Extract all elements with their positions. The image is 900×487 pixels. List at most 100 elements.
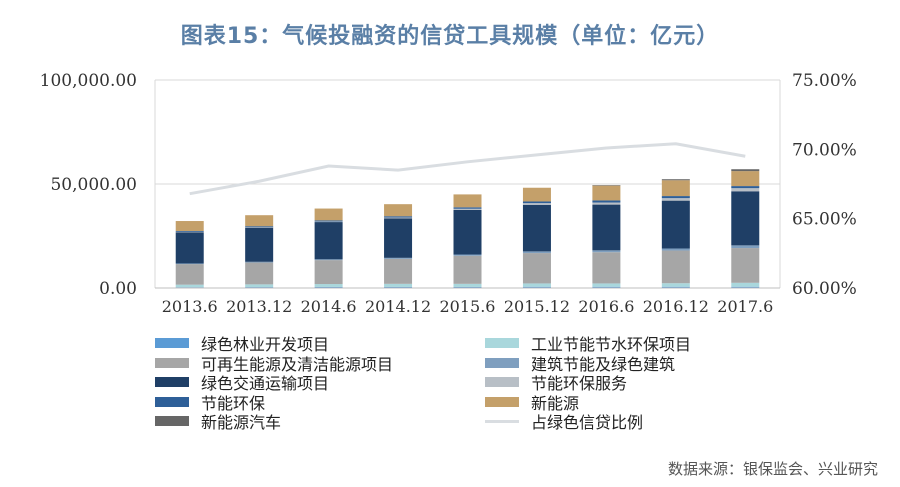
bar-segment (245, 215, 274, 227)
legend-label: 节能环保服务 (531, 374, 628, 393)
legend-swatch (485, 419, 519, 423)
bar-segment (453, 283, 482, 287)
bar-segment (314, 222, 343, 260)
x-tick-label: 2013.12 (226, 297, 292, 316)
bar-segment (453, 286, 482, 288)
bar-segment (661, 248, 690, 251)
x-axis-ticks: 2013.6 2013.12 2014.6 2014.12 2015.6 2015.12 2… (162, 297, 774, 316)
bar-segment (592, 202, 621, 205)
bar-segment (453, 210, 482, 255)
bar-segment (175, 231, 204, 232)
bar-segment (592, 286, 621, 288)
legend-item: 工业节能节水环保项目 (485, 333, 691, 354)
legend-item: 绿色林业开发项目 (155, 333, 330, 354)
bar-segment (661, 179, 690, 181)
y-right-tick-label: 60.00% (792, 279, 857, 299)
bar-segment (453, 255, 482, 284)
x-tick-label: 2014.12 (365, 297, 431, 316)
legend-swatch (485, 396, 519, 407)
bar-segment (661, 283, 690, 287)
bar-segment (661, 286, 690, 288)
bar-segment (522, 253, 551, 284)
bar-segment (175, 232, 204, 264)
legend-item: 新能源汽车 (155, 411, 281, 432)
bar-segment (453, 254, 482, 256)
x-tick-label: 2015.12 (504, 297, 570, 316)
left-axis-ticks: 0.00 50,000.00 100,000.00 (40, 71, 137, 299)
legend-swatch (485, 338, 519, 348)
bar-segment (314, 260, 343, 285)
y-left-tick-label: 100,000.00 (40, 71, 137, 91)
y-right-tick-label: 70.00% (792, 140, 857, 160)
chart-plot: 0.00 50,000.00 100,000.00 60.00% 65.00% 70.0… (40, 71, 857, 316)
bar-segment (384, 217, 413, 219)
legend-item: 可再生能源及清洁能源项目 (155, 353, 394, 374)
bar-segment (384, 204, 413, 217)
bar-segment (314, 259, 343, 261)
bar-segment (661, 198, 690, 201)
bar-segment (245, 227, 274, 228)
right-axis-ticks: 60.00% 65.00% 70.00% 75.00% (792, 71, 857, 299)
bar-segment (175, 221, 204, 232)
legend-swatch (155, 338, 189, 348)
x-tick-label: 2013.6 (162, 297, 218, 316)
legend-item: 占绿色信贷比例 (485, 411, 644, 432)
legend-label: 占绿色信贷比例 (531, 413, 644, 432)
source-note: 数据来源：银保监会、兴业研究 (667, 460, 878, 478)
bar-segment (314, 284, 343, 287)
legend-swatch (155, 396, 189, 407)
legend-label: 节能环保 (201, 393, 266, 413)
bar-segment (661, 200, 690, 249)
bar-segment (592, 204, 621, 251)
bar-segment (731, 282, 760, 287)
bar-segment (522, 203, 551, 205)
bar-segment (592, 250, 621, 253)
bar-segment (522, 286, 551, 288)
bar-segment (731, 171, 760, 187)
legend-item: 建筑节能及绿色建筑 (485, 353, 675, 374)
bar-segment (661, 250, 690, 284)
legend-item: 绿色交通运输项目 (155, 372, 330, 393)
bar-segment (245, 262, 274, 285)
bar-segment (731, 191, 760, 246)
bar-segment (384, 286, 413, 288)
legend-label: 绿色林业开发项目 (201, 335, 330, 354)
x-tick-label: 2016.6 (578, 297, 634, 316)
bar-segment (384, 216, 413, 218)
legend-swatch (485, 377, 519, 387)
bar-segment (384, 218, 413, 258)
gridlines (155, 79, 780, 185)
axes (154, 80, 781, 289)
bar-segment (314, 286, 343, 288)
bar-segment (175, 231, 204, 233)
bar-segment (661, 180, 690, 197)
legend-item: 新能源 (485, 392, 580, 413)
bar-segment (245, 226, 274, 228)
ratio-line-path (189, 142, 746, 196)
legend-label: 绿色交通运输项目 (201, 374, 330, 393)
bar-segment (661, 196, 690, 199)
bar-segment (592, 252, 621, 284)
bar-segment (592, 200, 621, 203)
bar-segment (384, 257, 413, 259)
bar-segment (175, 264, 204, 285)
x-tick-label: 2017.6 (717, 297, 773, 316)
bar-segment (453, 194, 482, 208)
legend-item: 节能环保 (155, 392, 266, 413)
bar-segment (731, 169, 760, 172)
bar-segment (592, 185, 621, 186)
bar-stacks (175, 169, 760, 288)
bar-segment (384, 258, 413, 284)
legend-swatch (155, 416, 189, 426)
legend-swatch (155, 377, 189, 387)
bar-segment (522, 187, 551, 202)
legend-label: 可再生能源及清洁能源项目 (201, 354, 394, 374)
legend-label: 新能源 (531, 393, 580, 413)
x-tick-label: 2014.6 (301, 297, 357, 316)
bar-segment (592, 185, 621, 201)
bar-segment (245, 261, 274, 263)
bar-segment (731, 188, 760, 192)
bar-segment (522, 251, 551, 254)
legend-item: 节能环保服务 (485, 372, 628, 393)
bar-segment (314, 220, 343, 222)
